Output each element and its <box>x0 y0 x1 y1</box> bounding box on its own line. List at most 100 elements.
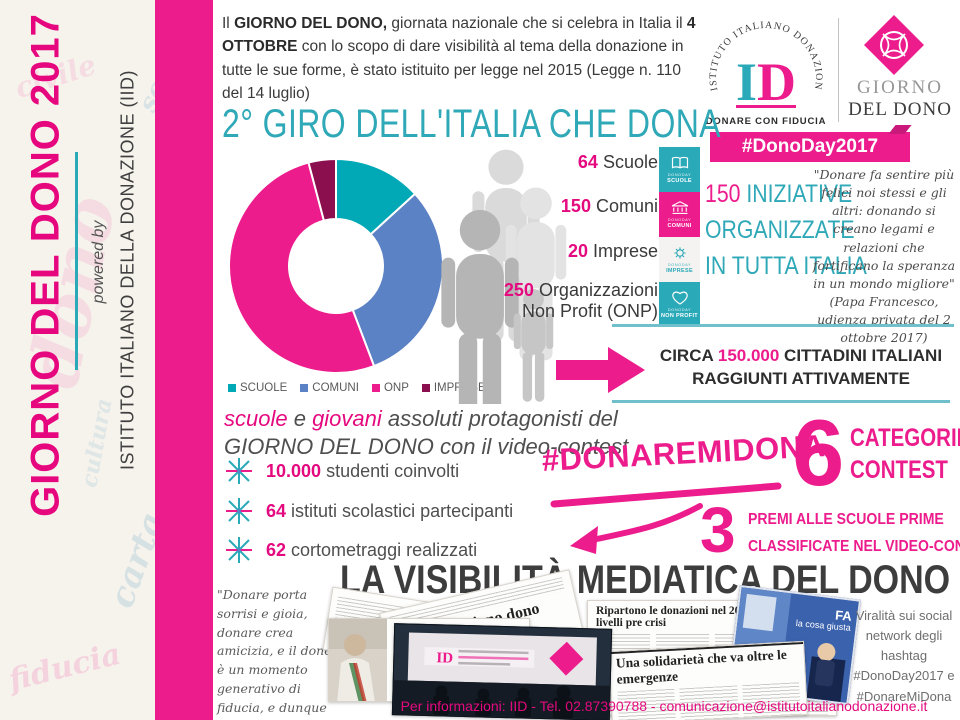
donoday-tiles: DONODAY SCUOLE DONODAY COMUNI DONODAY IM… <box>659 147 700 327</box>
contest-number-3: 3 <box>700 494 736 566</box>
press-photo <box>329 619 387 701</box>
legend-swatch <box>371 384 380 392</box>
donoday-ribbon: #DonoDay2017 <box>710 132 910 162</box>
sidebar-org-name: ISTITUTO ITALIANO DELLA DONAZIONE (IID) <box>117 70 138 470</box>
tile-comuni: DONODAY COMUNI <box>659 192 700 237</box>
giorno-del-dono-wordmark: GIORNO DEL DONO <box>843 77 957 122</box>
stat-imprese: 20 Imprese <box>568 241 658 262</box>
mattarella-quote: "Donare porta sorrisi e gioia, donare cr… <box>217 586 337 720</box>
watermark-word: cultura <box>76 396 118 490</box>
reach-text: CIRCA <box>659 346 718 365</box>
asterisk-icon <box>226 498 252 524</box>
tile-label: SCUOLE <box>667 178 692 184</box>
initiatives-number: 150 <box>705 180 741 208</box>
bullet-label: cortometraggi realizzati <box>286 539 478 560</box>
teal-divider-1 <box>612 324 954 327</box>
donut-slice-onp <box>228 161 376 374</box>
stat-value: 150 <box>560 196 591 216</box>
underline-arrow-icon <box>550 482 782 554</box>
stat-comuni: 150 Comuni <box>561 196 658 217</box>
gears-icon <box>673 247 686 259</box>
iid-logo: ISTITUTO ITALIANO DONAZIONE ID DONARE CO… <box>698 8 826 127</box>
protag-text: assoluti protagonisti del <box>381 406 618 431</box>
bullet-studenti: 10.000 studenti coinvolti <box>226 458 459 484</box>
stat-label: Imprese <box>587 241 658 261</box>
gdd-line2: DEL DONO <box>848 98 952 120</box>
intro-text: Il <box>222 15 235 32</box>
contest-premi-line2: CLASSIFICATE NEL VIDEO-CONTEST <box>748 538 960 555</box>
asterisk-icon <box>226 458 252 484</box>
chart-legend: SCUOLECOMUNIONPIMPRESE <box>228 382 486 394</box>
protag-text: e <box>287 406 313 431</box>
sidebar-divider-line <box>75 152 78 370</box>
iid-tagline: DONARE CON FIDUCIA <box>706 116 826 127</box>
press-collage: «Il nostro piano dono ricevuto da co Rip… <box>215 569 960 720</box>
tile-nonprofit: DONODAY NON PROFIT <box>659 282 700 327</box>
tile-brand: DONODAY <box>667 262 692 267</box>
stat-value: 64 <box>577 152 598 172</box>
reach-statement: CIRCA 150.000 CITTADINI ITALIANI RAGGIUN… <box>648 344 954 391</box>
bank-icon <box>671 201 688 214</box>
tile-brand: DONODAY <box>667 307 692 312</box>
reach-number: 150.000 <box>717 346 780 365</box>
tile-scuole: DONODAY SCUOLE <box>659 147 700 192</box>
bullet-label: studenti coinvolti <box>321 460 460 481</box>
giorno-del-dono-diamond-icon <box>864 15 924 75</box>
logo-divider <box>838 18 839 122</box>
initiatives-line2: ORGANIZZATE <box>705 216 855 244</box>
legend-item: SCUOLE <box>228 382 287 394</box>
footer-contact: Per informazioni: IID - Tel. 02.87390788… <box>400 698 928 714</box>
svg-text:ID: ID <box>436 650 453 666</box>
bullet-istituti: 64 istituti scolastici partecipanti <box>226 498 513 524</box>
donut-slice-comuni <box>351 192 444 368</box>
legend-item: COMUNI <box>300 382 359 394</box>
bullet-value: 10.000 <box>266 460 322 481</box>
stat-value: 20 <box>567 241 588 261</box>
quote-attribution: (Papa Francesco, udienza privata del 2 o… <box>817 293 951 346</box>
asterisk-icon <box>226 537 252 563</box>
intro-bold-date: 4 OTTOBRE <box>222 15 696 56</box>
reach-text: CITTADINI ITALIANI <box>779 346 943 365</box>
stat-onp: 250 Organizzazioni Non Profit (ONP) <box>504 280 658 322</box>
donut-slice-imprese <box>307 157 337 222</box>
tv-screenshot-stage: ID <box>391 623 613 720</box>
contest-contest: CONTEST <box>850 456 948 484</box>
protagonists-text: scuole e giovani assoluti protagonisti d… <box>224 405 628 461</box>
sidebar-pink-bar <box>155 0 213 720</box>
protag-line2: GIORNO DEL DONO con il video-contest <box>224 434 629 459</box>
bullet-value: 64 <box>266 500 287 521</box>
legend-swatch <box>300 384 309 392</box>
pope-quote: "Donare fa sentire più felici noi stessi… <box>810 166 958 347</box>
stat-label-line2: Non Profit (ONP) <box>521 301 658 321</box>
right-arrow-icon <box>556 347 645 393</box>
stat-label: Scuole <box>597 152 658 172</box>
tile-brand: DONODAY <box>667 217 692 222</box>
stage-scene: ID <box>392 624 612 720</box>
initiatives-block: 150 INIZIATIVE ORGANIZZATE IN TUTTA ITAL… <box>705 176 867 284</box>
contest-categorie: CATEGORIE <box>850 424 960 452</box>
tile-imprese: DONODAY IMPRESE <box>659 237 700 282</box>
reach-line2: RAGGIUNTI ATTIVAMENTE <box>692 369 910 389</box>
intro-text: con lo scopo di dare visibilità al tema … <box>222 38 684 102</box>
tile-brand: DONODAY <box>667 172 692 177</box>
protag-highlight: scuole <box>224 406 288 431</box>
legend-swatch <box>421 384 430 392</box>
quote-text: "Donare porta sorrisi e gioia, donare cr… <box>217 587 332 720</box>
legend-swatch <box>228 384 236 392</box>
tile-label: COMUNI <box>667 223 692 229</box>
protag-highlight: giovani <box>312 406 382 431</box>
tile-label: NON PROFIT <box>661 313 698 319</box>
watermark-word: fiducia <box>5 636 125 699</box>
iid-letter-i: I <box>736 52 757 112</box>
people-silhouettes <box>441 149 567 404</box>
legend-item: ONP <box>371 382 409 394</box>
teal-divider-2 <box>612 400 950 403</box>
section-title: 2° GIRO DELL'ITALIA CHE DONA <box>222 102 721 146</box>
heart-icon <box>671 291 688 305</box>
book-icon <box>671 156 688 169</box>
stat-label: Organizzazioni <box>533 280 658 300</box>
quote-text: "Donare fa sentire più felici noi stessi… <box>812 167 956 291</box>
media-section-title: LA VISIBILITÀ MEDIATICA DEL DONO <box>340 558 951 602</box>
powered-by-label: powered by <box>90 220 107 304</box>
